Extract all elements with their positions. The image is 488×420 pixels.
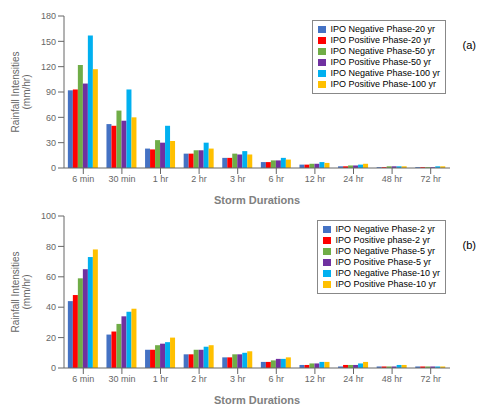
html-text:IPO Negative Phase-100 yr: IPO Negative Phase-100 yr	[330, 68, 440, 78]
html-text:IPO Negative Phase-5 yr: IPO Negative Phase-5 yr	[335, 246, 435, 256]
html-text:(b): (b)	[462, 239, 476, 252]
html-text:IPO Positive Phase-50 yr: IPO Positive Phase-50 yr	[330, 57, 431, 67]
svg-text:1 hr: 1 hr	[153, 374, 169, 384]
svg-text:100: 100	[41, 211, 56, 221]
svg-text:6 hr: 6 hr	[269, 174, 285, 184]
svg-text:6 min: 6 min	[72, 174, 94, 184]
svg-text:20: 20	[46, 333, 56, 343]
svg-text:30 min: 30 min	[108, 374, 135, 384]
svg-text:48 hr: 48 hr	[382, 374, 403, 384]
svg-text:Storm Durations: Storm Durations	[214, 394, 300, 406]
html-text:IPO Positive phase-2 yr: IPO Positive phase-2 yr	[335, 235, 430, 245]
html-text:IPO Positive Phase-5 yr: IPO Positive Phase-5 yr	[335, 257, 431, 267]
svg-text:0: 0	[51, 363, 56, 373]
html-text:IPO Negative Phase-2 yr: IPO Negative Phase-2 yr	[335, 224, 435, 234]
svg-text:30 min: 30 min	[108, 174, 135, 184]
svg-text:Rainfall Intensities(mm/hr): Rainfall Intensities(mm/hr)	[10, 51, 32, 132]
svg-text:72 hr: 72 hr	[420, 374, 441, 384]
svg-text:60: 60	[46, 113, 56, 123]
svg-text:3 hr: 3 hr	[230, 174, 246, 184]
svg-text:12 hr: 12 hr	[305, 374, 326, 384]
svg-text:Storm Durations: Storm Durations	[214, 194, 300, 206]
svg-text:150: 150	[41, 37, 56, 47]
html-text:IPO Negative Phase-20 yr: IPO Negative Phase-20 yr	[330, 24, 435, 34]
svg-text:80: 80	[46, 242, 56, 252]
svg-text:6 hr: 6 hr	[269, 374, 285, 384]
svg-text:3 hr: 3 hr	[230, 374, 246, 384]
html-text:IPO Negative Phase-10 yr: IPO Negative Phase-10 yr	[335, 268, 440, 278]
svg-text:24 hr: 24 hr	[343, 174, 364, 184]
html-text:IPO Negative Phase-50 yr: IPO Negative Phase-50 yr	[330, 46, 435, 56]
svg-text:0: 0	[51, 163, 56, 173]
svg-text:2 hr: 2 hr	[191, 374, 207, 384]
svg-text:24 hr: 24 hr	[343, 374, 364, 384]
svg-text:12 hr: 12 hr	[305, 174, 326, 184]
html-text:IPO Positive Phase-20 yr: IPO Positive Phase-20 yr	[330, 35, 431, 45]
svg-text:40: 40	[46, 302, 56, 312]
svg-text:30: 30	[46, 138, 56, 148]
svg-text:60: 60	[46, 272, 56, 282]
html-text:(a): (a)	[462, 39, 476, 52]
svg-text:Rainfall Intensities(mm/hr): Rainfall Intensities(mm/hr)	[10, 251, 32, 332]
html-text:IPO Positive Phase-100 yr: IPO Positive Phase-100 yr	[330, 79, 436, 89]
svg-text:120: 120	[41, 62, 56, 72]
html-text:IPO Positive Phase-10 yr: IPO Positive Phase-10 yr	[335, 279, 436, 289]
svg-text:180: 180	[41, 11, 56, 21]
svg-text:1 hr: 1 hr	[153, 174, 169, 184]
svg-text:72 hr: 72 hr	[420, 174, 441, 184]
svg-text:90: 90	[46, 87, 56, 97]
svg-text:6 min: 6 min	[72, 374, 94, 384]
svg-text:48 hr: 48 hr	[382, 174, 403, 184]
svg-text:2 hr: 2 hr	[191, 174, 207, 184]
